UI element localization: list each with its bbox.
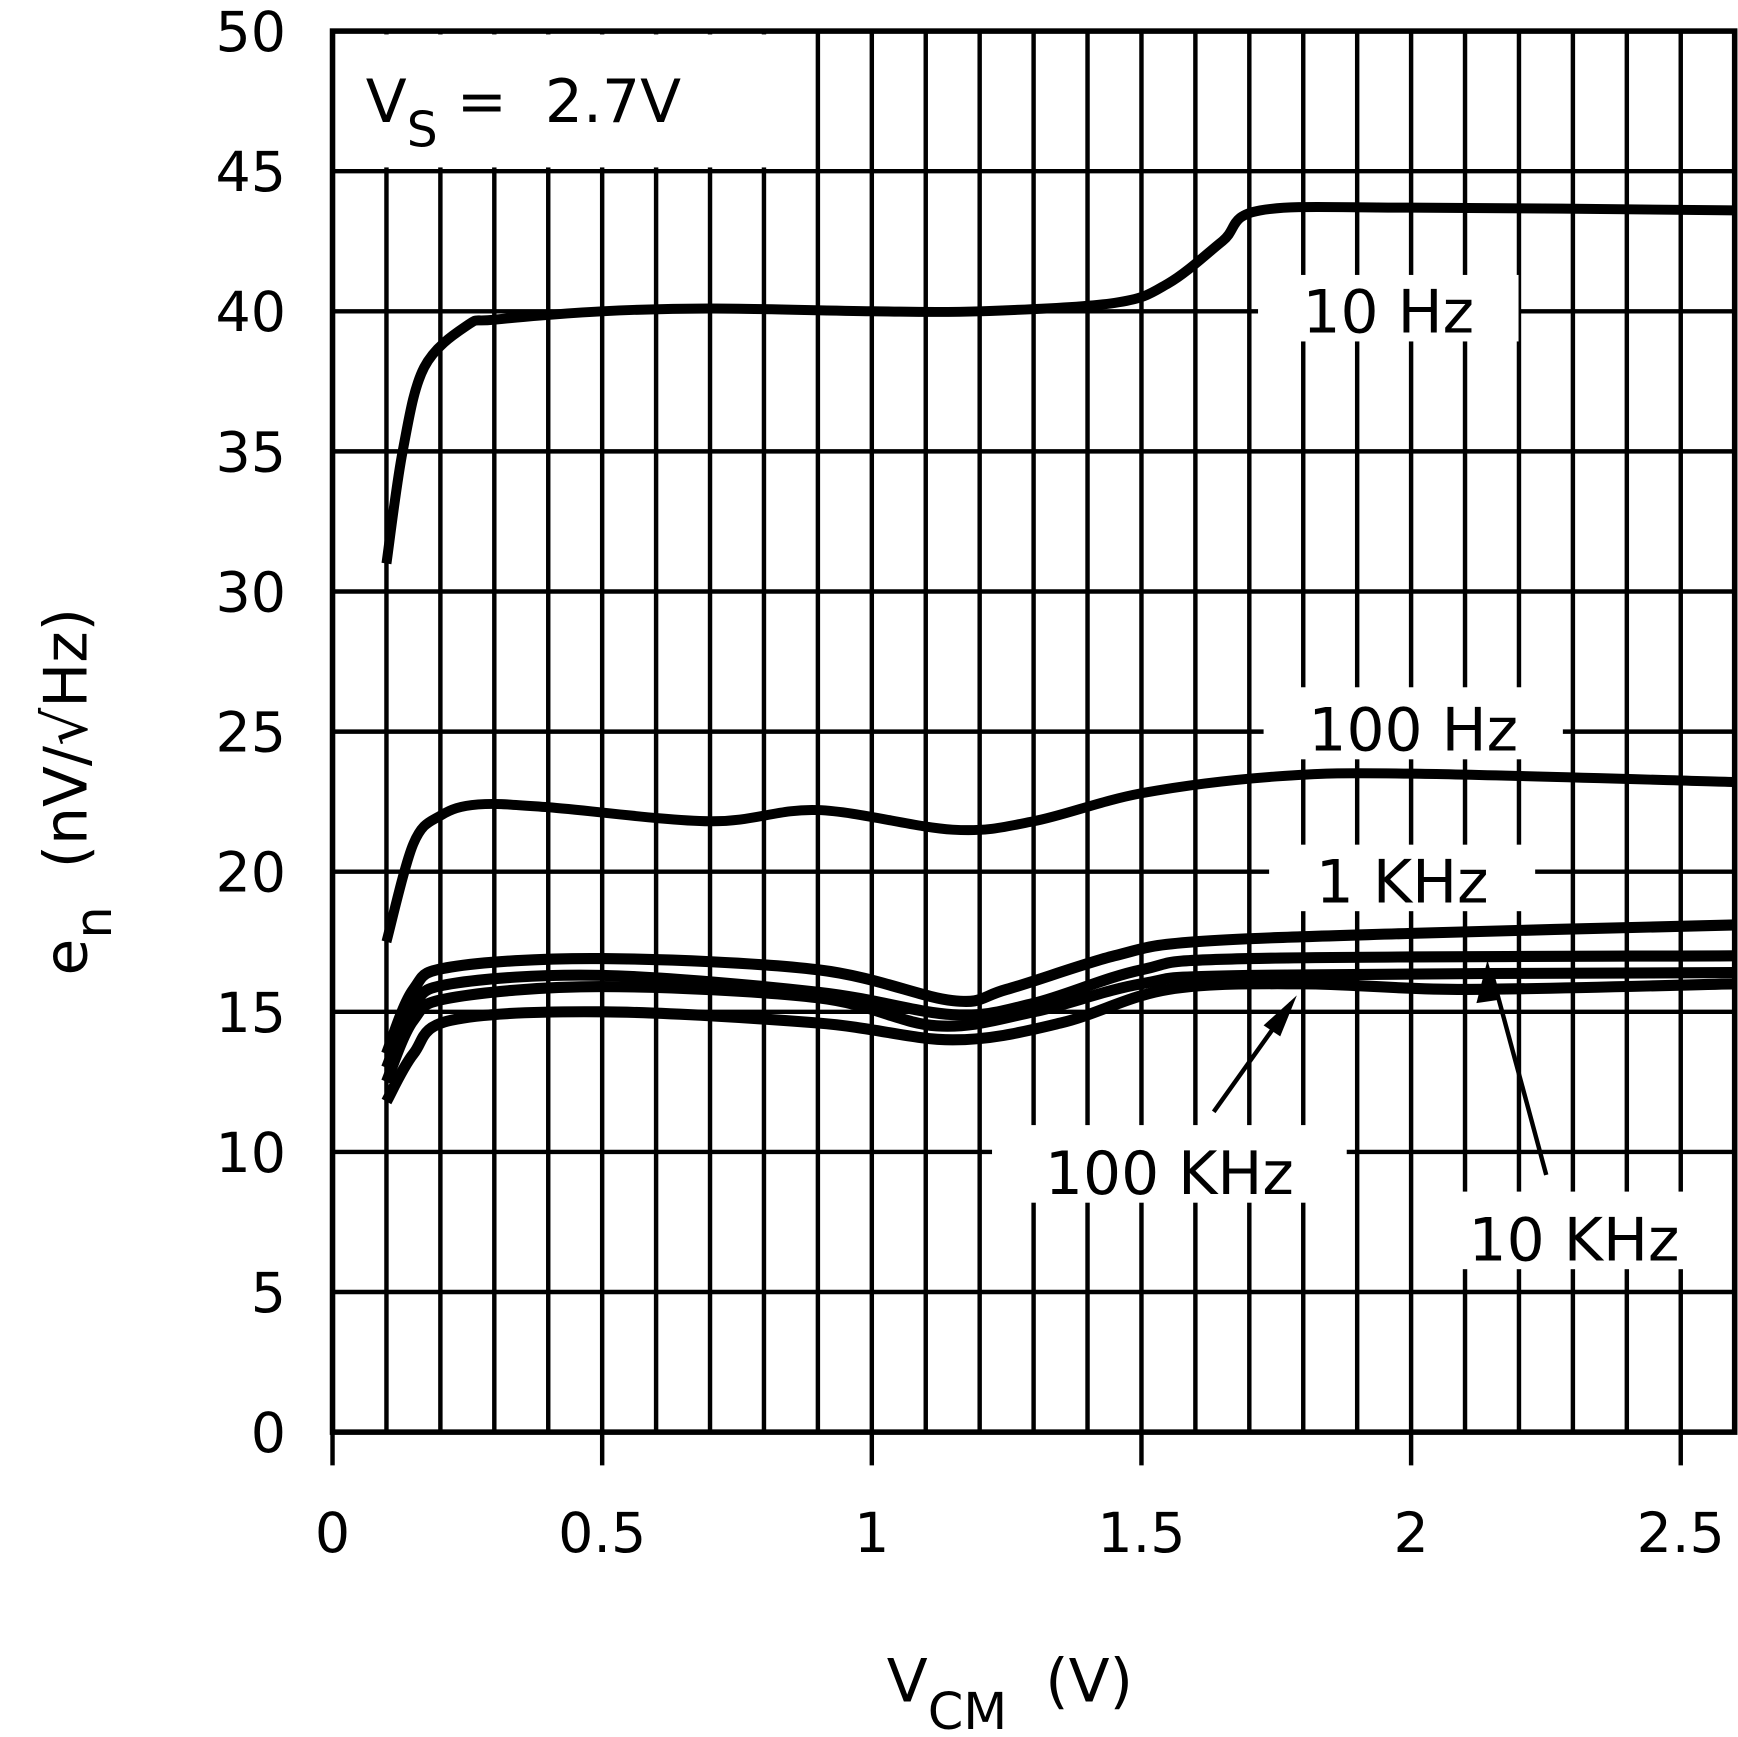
annotation-sub: S [407, 101, 438, 158]
label-background [992, 1125, 1347, 1203]
arrow-10khz [1488, 969, 1549, 1176]
series-label: 10 KHz [1469, 1205, 1680, 1275]
tick-labels: 0 0.5 1 1.5 2 2.5 0 5 10 15 20 25 30 35 40 45 50 [215, 1, 1724, 1566]
xlabel-rest: (V) [1007, 1646, 1133, 1716]
series-line-unlabeled [381, 967, 1735, 1085]
series-line-100-khz [381, 978, 1735, 1105]
xlabel-main: V [887, 1646, 928, 1716]
y-tick-label: 0 [251, 1402, 286, 1466]
y-tick-label: 5 [251, 1262, 286, 1326]
ylabel-main: e [31, 939, 101, 976]
curves [381, 201, 1735, 1105]
x-tick-label: 0.5 [558, 1502, 646, 1566]
x-tick-label: 1.5 [1097, 1502, 1185, 1566]
label-background [1258, 274, 1519, 342]
y-tick-label: 40 [215, 281, 286, 345]
y-tick-label: 25 [215, 702, 286, 766]
y-tick-label: 20 [215, 842, 286, 906]
svg-text:VS = 2.7V: VS = 2.7V [366, 67, 681, 158]
xlabel-sub: CM [928, 1683, 1008, 1737]
x-tick-label: 2.5 [1637, 1502, 1725, 1566]
series-line-1-khz [381, 919, 1735, 1056]
y-tick-label: 35 [215, 421, 286, 485]
series-labels: 10 Hz 100 Hz 1 KHz 100 KHz 10 KHz [992, 274, 1719, 1275]
vs-annotation: VS = 2.7V [335, 34, 780, 168]
y-tick-label: 30 [215, 561, 286, 625]
y-tick-label: 15 [215, 982, 286, 1046]
x-axis-label: VCM (V) [887, 1646, 1133, 1737]
label-background [1269, 844, 1536, 912]
ylabel-sub: n [65, 906, 124, 938]
series-line-10-khz [381, 950, 1735, 1071]
series-label: 100 Hz [1308, 695, 1518, 765]
label-background [1429, 1191, 1719, 1270]
series-label: 100 KHz [1045, 1139, 1294, 1209]
series-line-100-hz [381, 768, 1735, 944]
arrowhead-10khz [1476, 959, 1499, 1004]
y-tick-label: 45 [215, 141, 286, 205]
y-tick-label: 50 [215, 1, 286, 65]
y-tick-label: 10 [215, 1122, 286, 1186]
x-tick-label: 2 [1393, 1502, 1428, 1566]
plot-frame [329, 28, 1738, 1435]
ylabel-rest: (nV/√Hz) [31, 608, 101, 906]
series-label: 1 KHz [1316, 847, 1489, 917]
x-tick-label: 1 [854, 1502, 889, 1566]
label-background [1263, 687, 1563, 760]
x-tick-label: 0 [315, 1502, 350, 1566]
series-label: 10 Hz [1302, 278, 1474, 348]
annotation-rest: = 2.7V [438, 67, 681, 137]
annotation-main: V [366, 67, 407, 137]
series-line-10-hz [381, 201, 1735, 565]
arrowhead-100khz [1263, 995, 1297, 1037]
y-axis-label: en (nV/√Hz) [31, 608, 123, 975]
